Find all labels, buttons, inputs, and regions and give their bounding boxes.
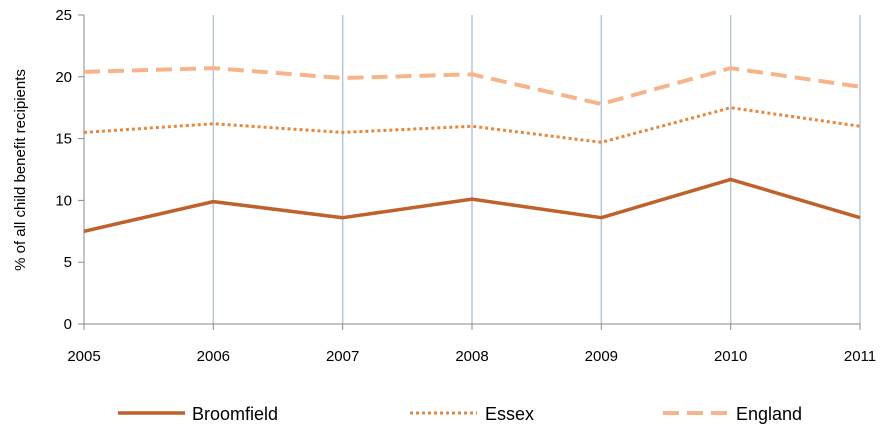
x-tick-label: 2006 [197, 348, 230, 365]
x-tick-label: 2010 [714, 348, 747, 365]
y-tick-label: 25 [55, 7, 72, 24]
x-tick-label: 2008 [455, 348, 488, 365]
y-axis-ticks: 0 5 10 15 20 25 [55, 7, 84, 333]
y-axis-label: % of all child benefit recipients [12, 69, 29, 271]
y-tick-label: 20 [55, 69, 72, 86]
y-tick-label: 5 [64, 254, 72, 271]
x-tick-label: 2011 [844, 348, 876, 365]
y-tick-label: 15 [55, 131, 72, 148]
x-tick-label: 2007 [326, 348, 359, 365]
legend-label-broomfield: Broomfield [192, 404, 278, 424]
y-tick-label: 10 [55, 192, 72, 209]
x-axis-ticks: 2005 2006 2007 2008 2009 2010 2011 [67, 324, 876, 365]
x-tick-label: 2005 [67, 348, 100, 365]
legend: Broomfield Essex England [118, 404, 802, 424]
y-tick-label: 0 [64, 316, 72, 333]
legend-label-essex: Essex [485, 404, 534, 424]
vertical-gridlines [212, 15, 861, 324]
x-tick-label: 2009 [585, 348, 618, 365]
legend-label-england: England [736, 404, 802, 424]
series-lines [83, 66, 861, 234]
